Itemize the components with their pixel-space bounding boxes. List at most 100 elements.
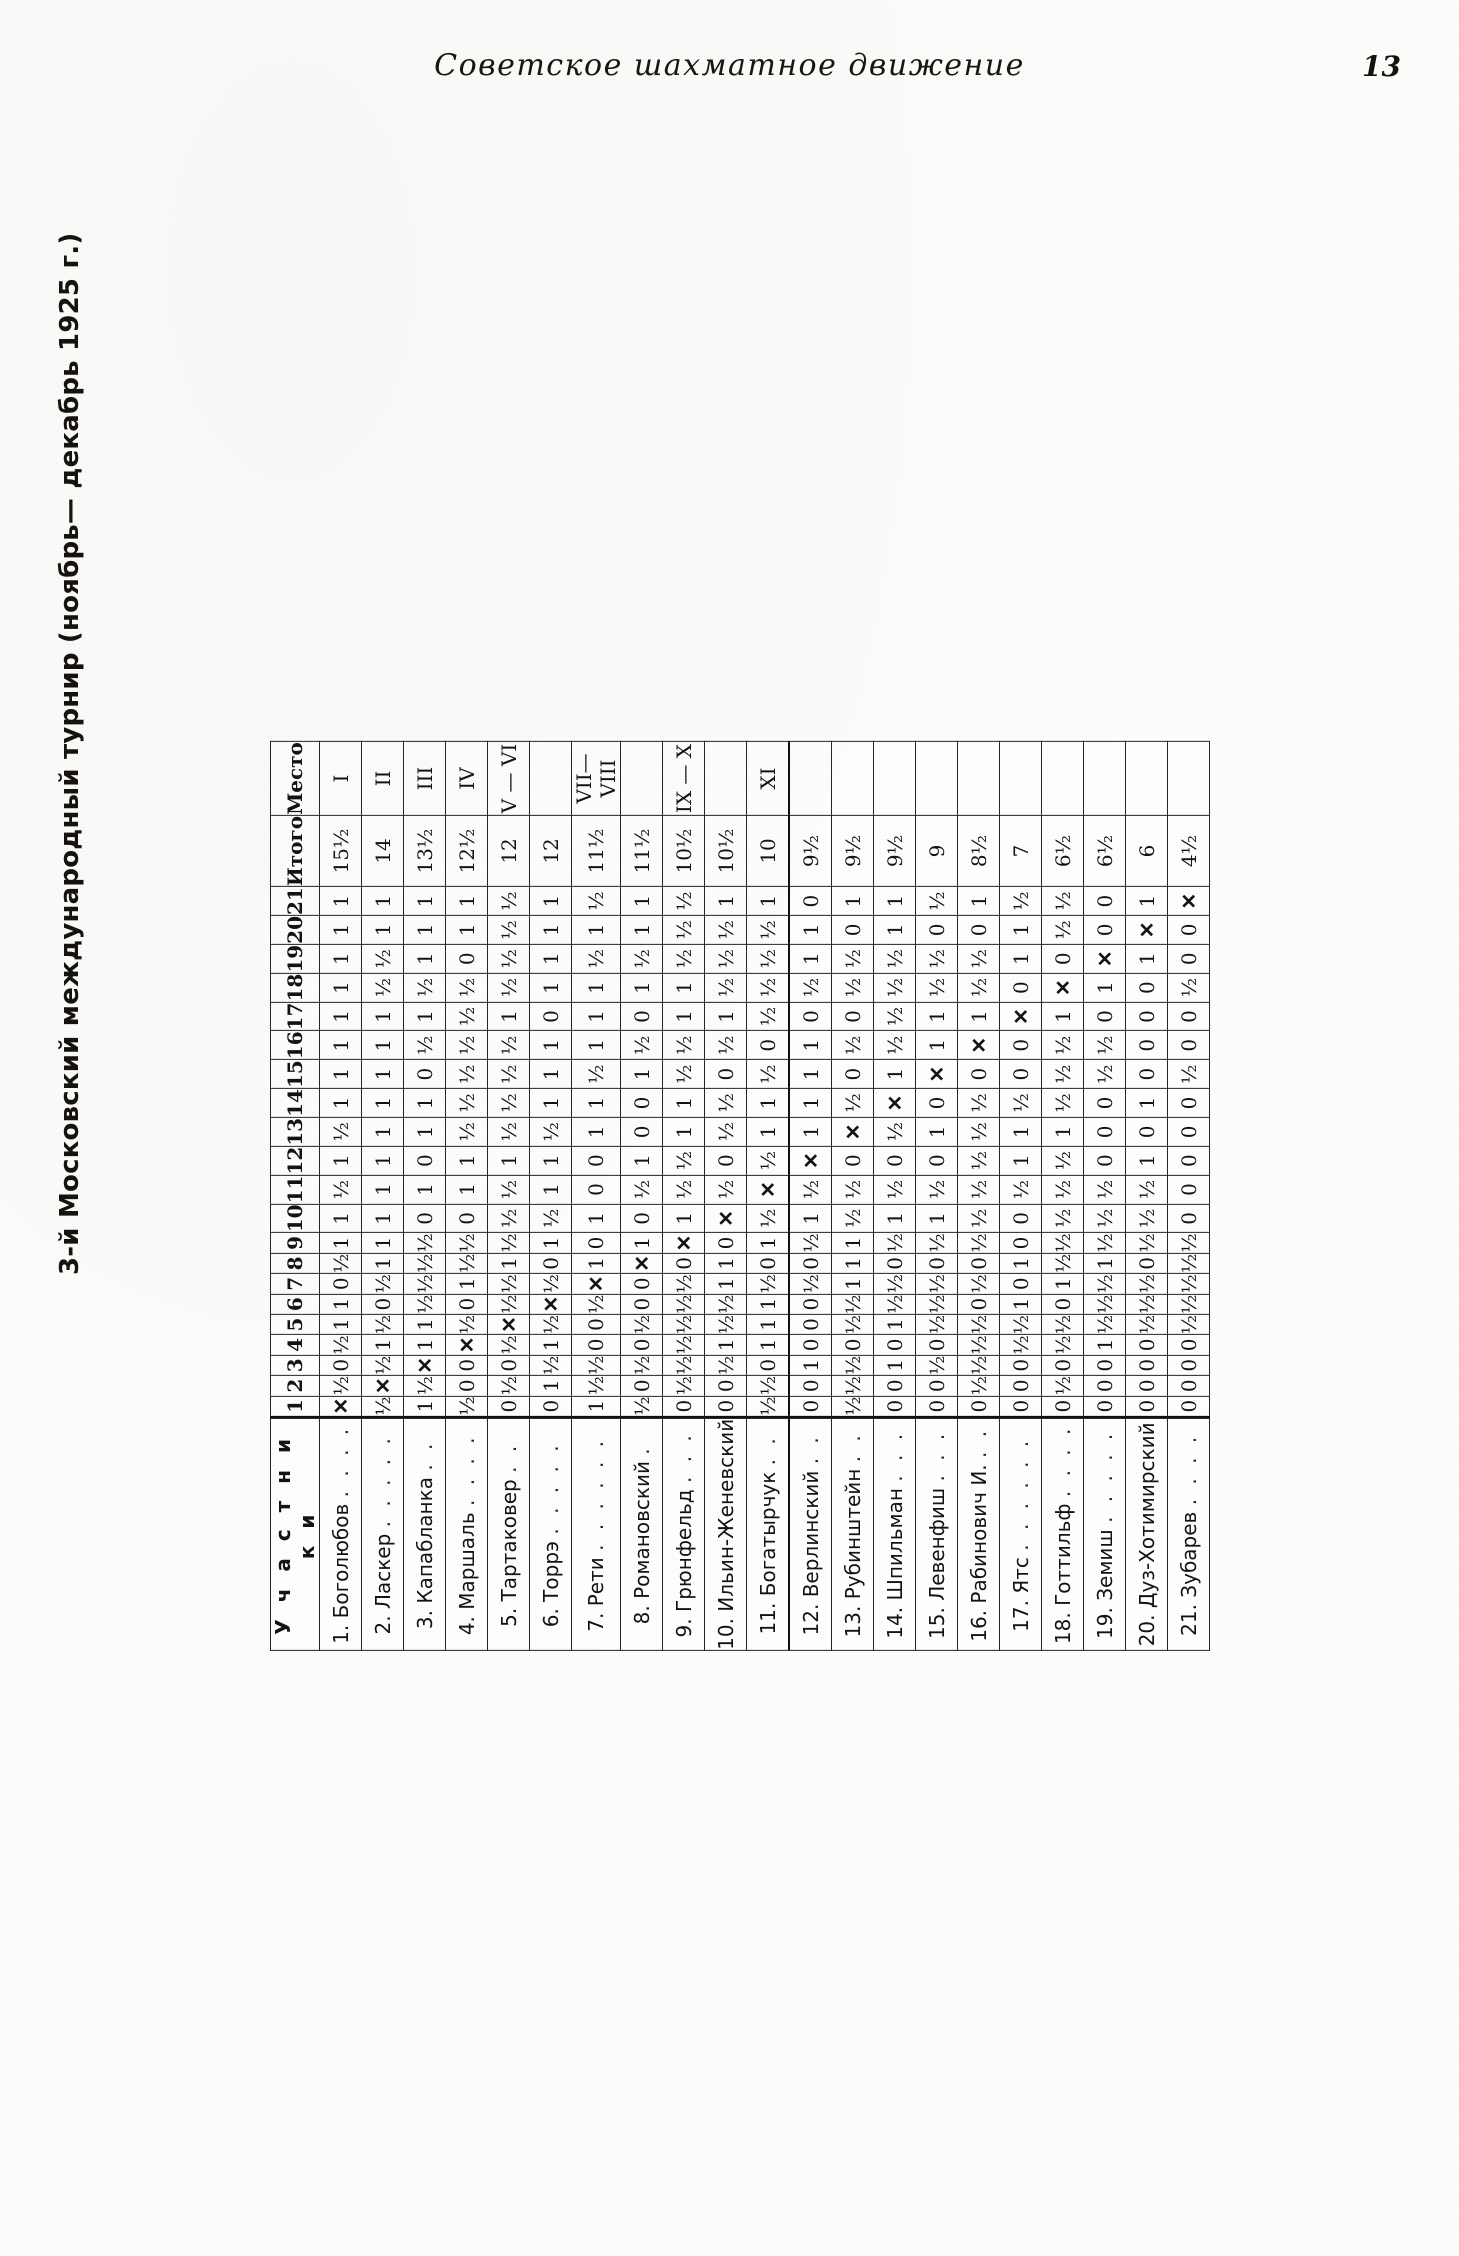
result-cell: 0 (873, 1395, 915, 1418)
result-cell: 1 (571, 915, 620, 945)
crosstable-rotated-wrapper: У ч а с т н и к и 1 2 3 4 5 6 7 8 9 10 1… (269, 741, 1210, 1651)
result-cell: ½ (704, 915, 746, 945)
result-cell: 1 (999, 1293, 1041, 1315)
result-cell: ½ (403, 1232, 445, 1254)
result-cell: ½ (662, 1314, 704, 1335)
result-cell: ½ (571, 944, 620, 974)
result-cell: 0 (620, 1002, 662, 1031)
player-name-cell: 13. Рубинштейн . . (831, 1417, 873, 1651)
result-cell: 1 (620, 1146, 662, 1176)
place-cell (915, 741, 957, 816)
player-name: Маршаль (454, 1512, 478, 1610)
diagonal-cell: ✕ (403, 1355, 445, 1376)
result-cell: ½ (662, 1375, 704, 1396)
header-round-6: 6 (270, 1293, 319, 1315)
result-cell: ½ (957, 1375, 999, 1396)
result-cell: ½ (487, 1117, 529, 1147)
result-cell: 1 (571, 1117, 620, 1147)
result-cell: 0 (831, 915, 873, 945)
player-name-cell: 5. Тартаковер . . (487, 1417, 529, 1651)
player-name-cell: 8. Романовский . (620, 1417, 662, 1651)
result-cell: 1 (788, 915, 831, 945)
total-score-cell: 12½ (445, 815, 487, 887)
total-score-cell: 4½ (1167, 815, 1209, 887)
result-cell: 1 (361, 915, 403, 945)
result-cell: ½ (746, 1059, 789, 1089)
result-cell: ½ (915, 1273, 957, 1294)
result-cell: 0 (1083, 1395, 1125, 1418)
result-cell: ½ (746, 1002, 789, 1031)
leader-dots: . . . . . (538, 1441, 562, 1535)
diagonal-cell: ✕ (319, 1395, 361, 1418)
result-cell: 0 (529, 1395, 571, 1418)
result-cell: 0 (620, 1088, 662, 1118)
header-round-2: 2 (270, 1375, 319, 1396)
result-cell: ½ (1125, 1175, 1167, 1204)
result-cell: 0 (361, 1293, 403, 1315)
leader-dots: . . . (882, 1429, 906, 1482)
result-cell: ½ (831, 1314, 873, 1335)
diagonal-cell: ✕ (662, 1232, 704, 1254)
result-cell: 1 (999, 944, 1041, 974)
result-cell: 0 (1125, 1375, 1167, 1396)
result-cell: 0 (620, 1375, 662, 1396)
result-cell: ½ (957, 1232, 999, 1254)
result-cell: ½ (662, 886, 704, 916)
result-cell: ½ (746, 1146, 789, 1176)
player-index: 4. (454, 1616, 478, 1636)
result-cell: ½ (873, 1175, 915, 1204)
header-round-17: 17 (270, 1002, 319, 1031)
result-cell: 1 (361, 1146, 403, 1176)
result-cell: ½ (1041, 1146, 1083, 1176)
result-cell: 1 (999, 1146, 1041, 1176)
player-index: 13. (840, 1605, 864, 1638)
result-cell: 1 (957, 1002, 999, 1031)
player-name-cell: 21. Зубарев . . . . (1167, 1417, 1209, 1651)
total-score-cell: 14 (361, 815, 403, 887)
result-cell: 1 (319, 1232, 361, 1254)
tournament-crosstable: У ч а с т н и к и 1 2 3 4 5 6 7 8 9 10 1… (269, 741, 1210, 1651)
result-cell: ½ (1041, 1334, 1083, 1356)
result-cell: 1 (529, 1030, 571, 1060)
result-cell: 0 (704, 1232, 746, 1254)
result-cell: 0 (487, 1355, 529, 1376)
result-cell: 0 (873, 1146, 915, 1176)
result-cell: ½ (1167, 973, 1209, 1003)
result-cell: 1 (1041, 1002, 1083, 1031)
result-cell: ½ (788, 1273, 831, 1294)
result-cell: 0 (957, 1293, 999, 1315)
player-name: Левенфиш (924, 1487, 948, 1601)
result-cell: 0 (873, 1334, 915, 1356)
result-cell: 0 (403, 1059, 445, 1089)
player-name: Капабланка (412, 1477, 436, 1604)
result-cell: ½ (831, 944, 873, 974)
result-cell: 1 (445, 1273, 487, 1294)
result-cell: ½ (1167, 1059, 1209, 1089)
leader-dots: . . (496, 1441, 520, 1473)
result-cell: 0 (999, 1273, 1041, 1294)
crosstable-header-row: У ч а с т н и к и 1 2 3 4 5 6 7 8 9 10 1… (270, 741, 319, 1651)
result-cell: ½ (1083, 1273, 1125, 1294)
result-cell: 0 (1125, 973, 1167, 1003)
result-cell: ½ (1041, 1203, 1083, 1233)
result-cell: ½ (529, 1117, 571, 1147)
total-score-cell: 12 (529, 815, 571, 887)
result-cell: 1 (873, 1314, 915, 1335)
place-cell (831, 741, 873, 816)
result-cell: 0 (1083, 915, 1125, 945)
result-cell: ½ (915, 886, 957, 916)
table-row: 17. Ятс . . . . . . 0 0 0 ½ ½ 1 0 1 0 0 ½ 1 1 ½ 0 0 ✕ 0 1 1 ½… (999, 741, 1041, 1651)
result-cell: 0 (1167, 1175, 1209, 1204)
player-name: Ятс (1008, 1557, 1032, 1594)
result-cell: 0 (788, 1002, 831, 1031)
result-cell: 0 (1083, 1088, 1125, 1118)
player-index: 20. (1134, 1614, 1158, 1647)
result-cell: ½ (746, 1273, 789, 1294)
leader-dots: . . (798, 1433, 822, 1465)
result-cell: ½ (999, 886, 1041, 916)
result-cell: ½ (445, 973, 487, 1003)
result-cell: 0 (1125, 1002, 1167, 1031)
result-cell: 0 (915, 1334, 957, 1356)
result-cell: ½ (571, 1375, 620, 1396)
leader-dots: . . (840, 1431, 864, 1463)
